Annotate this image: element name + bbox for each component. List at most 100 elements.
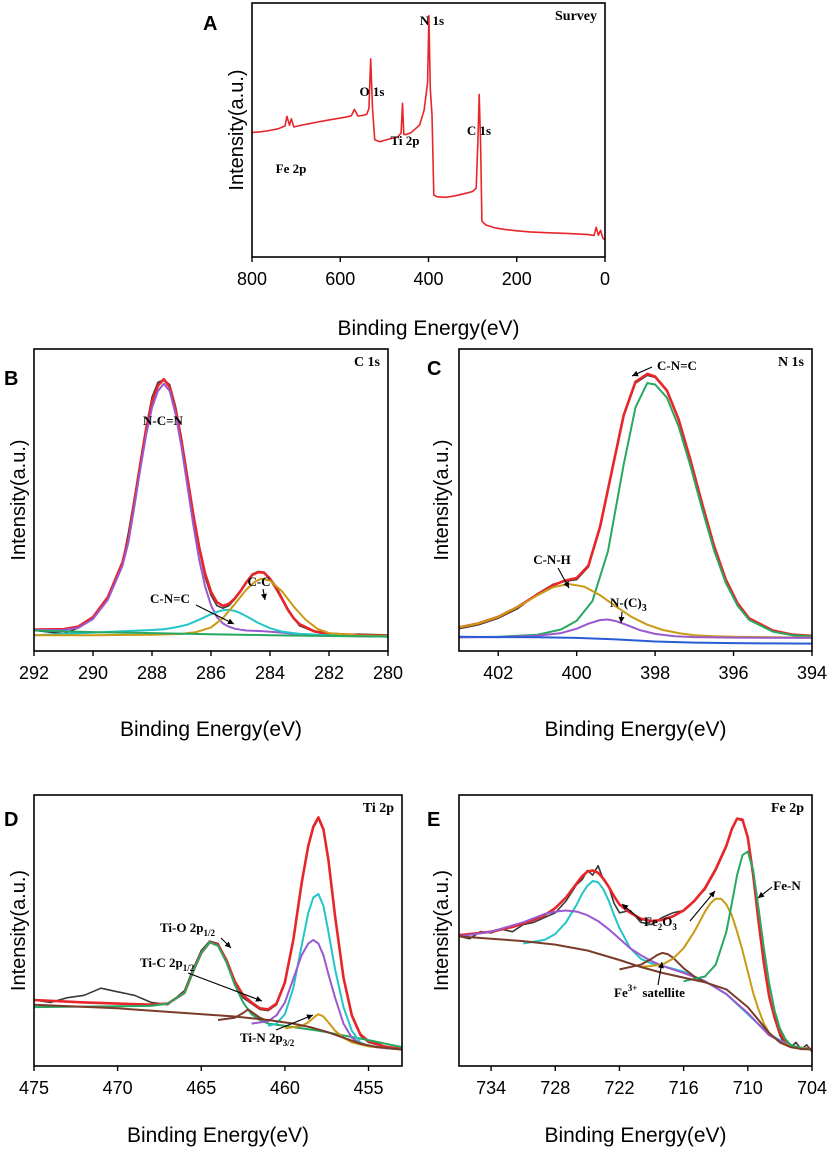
x-tick-label: 400 bbox=[562, 663, 592, 683]
annotation-fe3-satellite: Fe3+ satellite bbox=[614, 983, 685, 1000]
x-tick-label: 475 bbox=[19, 1078, 49, 1098]
x-tick-label: 465 bbox=[186, 1078, 216, 1098]
annotation-fe2o3-sub2: 3 bbox=[672, 922, 677, 932]
x-axis-title: Binding Energy(eV) bbox=[337, 317, 519, 340]
arrow-c-n-h-head bbox=[563, 581, 569, 588]
annotation-c-n-c: C-N=C bbox=[657, 358, 697, 373]
annotation-ti-n-sub: 3/2 bbox=[283, 1038, 295, 1048]
panel-letter: E bbox=[427, 809, 440, 831]
annotation-ti-2p: Ti 2p bbox=[390, 133, 419, 148]
x-tick-label: 728 bbox=[540, 1078, 570, 1098]
x-tick-label: 280 bbox=[373, 663, 403, 683]
annotation-ti-o: Ti-O 2p1/2 bbox=[160, 920, 215, 938]
panel-letter: B bbox=[4, 368, 18, 390]
arrow-ti-c bbox=[187, 972, 263, 1002]
x-tick-label: 722 bbox=[604, 1078, 634, 1098]
x-tick-label: 394 bbox=[797, 663, 827, 683]
arrow-fe3-head bbox=[658, 962, 664, 969]
arrow-c-c-head bbox=[260, 593, 267, 600]
y-axis-title: Intensity(a.u.) bbox=[8, 870, 30, 991]
arrow-ti-c-head bbox=[255, 996, 262, 1002]
panel-c: 402 400 398 396 394 Binding Energy(eV) Intensi… bbox=[427, 348, 827, 741]
series-c-n-c bbox=[33, 608, 389, 638]
annotation-fe3-text: satellite bbox=[642, 985, 685, 1000]
panel-title: Fe 2p bbox=[771, 801, 804, 816]
annotation-c-c: C-C bbox=[247, 574, 270, 589]
annotation-fe-n: Fe-N bbox=[773, 878, 801, 893]
annotation-ti-c-sub: 1/2 bbox=[183, 963, 195, 973]
series-survey-spectrum bbox=[251, 14, 606, 241]
x-tick-label: 402 bbox=[483, 663, 513, 683]
x-tick-label: 282 bbox=[314, 663, 344, 683]
series-cyan-2p1-2 bbox=[523, 880, 813, 1051]
arrow-n-c3-head bbox=[618, 616, 625, 623]
series-envelope bbox=[33, 377, 389, 638]
arrow-c-n-c bbox=[195, 604, 235, 625]
x-tick-label: 284 bbox=[255, 663, 285, 683]
panel-title: C 1s bbox=[354, 355, 381, 370]
x-tick-label: 460 bbox=[270, 1078, 300, 1098]
annotation-fe2o3: Fe2O3 bbox=[644, 914, 677, 932]
panel-b: 292 290 288 286 284 282 280 Binding Energy(eV) I… bbox=[4, 348, 403, 741]
arrow-fe2o3-right bbox=[689, 890, 716, 922]
series-c-n-h bbox=[458, 583, 813, 639]
panel-letter: D bbox=[4, 809, 18, 831]
annotation-ti-n: Ti-N 2p3/2 bbox=[240, 1030, 295, 1048]
plot-frame bbox=[458, 794, 813, 1067]
series-raw-data bbox=[33, 378, 389, 636]
x-tick-label: 286 bbox=[196, 663, 226, 683]
series-ti-n-2p3-2 bbox=[284, 1013, 403, 1051]
x-axis-title: Binding Energy(eV) bbox=[127, 1124, 309, 1147]
panel-d: 475 470 465 460 455 Binding Energy(eV) Intensi… bbox=[4, 794, 403, 1147]
panel-title: Survey bbox=[555, 9, 597, 24]
x-tick-label: 0 bbox=[600, 269, 610, 289]
series-background bbox=[33, 629, 389, 638]
panel-letter: C bbox=[427, 358, 441, 380]
series-background bbox=[33, 1003, 403, 1051]
panel-title: N 1s bbox=[778, 355, 805, 370]
arrow-fe2o3-right-head bbox=[708, 891, 715, 898]
annotation-ti-o-sub: 1/2 bbox=[203, 928, 215, 938]
annotation-n-c3: N-(C)3 bbox=[610, 595, 647, 614]
panel-title: Ti 2p bbox=[363, 801, 394, 816]
x-tick-label: 455 bbox=[354, 1078, 384, 1098]
plot-frame bbox=[33, 794, 403, 1067]
x-tick-label: 398 bbox=[640, 663, 670, 683]
x-axis-title: Binding Energy(eV) bbox=[544, 1124, 726, 1147]
panel-letter: A bbox=[203, 13, 217, 35]
series-n-c-3 bbox=[458, 618, 813, 639]
x-tick-label: 396 bbox=[719, 663, 749, 683]
series-fe-n bbox=[683, 850, 813, 1051]
arrow-ti-n bbox=[275, 1014, 314, 1031]
arrow-fe2o3-left-head bbox=[622, 904, 629, 911]
x-tick-label: 290 bbox=[78, 663, 108, 683]
panel-a: 800 600 400 200 0 Binding Energy(eV) Intensity… bbox=[203, 2, 610, 340]
annotation-n-c-n: N-C=N bbox=[143, 413, 184, 428]
annotation-fe3-sup: 3+ bbox=[628, 983, 638, 993]
panel-e: 734 728 722 716 710 704 Binding Energy(eV) Inte… bbox=[427, 794, 827, 1147]
x-tick-label: 400 bbox=[413, 269, 443, 289]
series-purple-broad bbox=[458, 909, 813, 1051]
arrow-c-n-c-head bbox=[227, 618, 234, 624]
series-n-c-n bbox=[34, 382, 389, 638]
annotation-fe2o3-sub: 2 bbox=[658, 922, 663, 932]
x-tick-label: 710 bbox=[733, 1078, 763, 1098]
x-axis-title: Binding Energy(eV) bbox=[544, 718, 726, 741]
y-axis-title: Intensity(a.u.) bbox=[226, 69, 248, 190]
x-tick-label: 200 bbox=[502, 269, 532, 289]
x-tick-label: 704 bbox=[797, 1078, 827, 1098]
series-background bbox=[458, 635, 813, 645]
arrow-ti-o-head bbox=[224, 941, 231, 948]
series-fe3-satellite bbox=[619, 951, 706, 984]
annotation-fe-2p: Fe 2p bbox=[276, 161, 307, 176]
annotation-n-c3-sub: 3 bbox=[642, 603, 647, 614]
annotation-ti-c: Ti-C 2p1/2 bbox=[140, 955, 195, 973]
x-tick-label: 734 bbox=[476, 1078, 506, 1098]
x-tick-label: 292 bbox=[19, 663, 49, 683]
x-tick-label: 288 bbox=[137, 663, 167, 683]
series-background bbox=[458, 935, 813, 1051]
series-c-n-c bbox=[458, 382, 813, 639]
x-tick-label: 600 bbox=[325, 269, 355, 289]
plot-frame bbox=[458, 348, 813, 652]
